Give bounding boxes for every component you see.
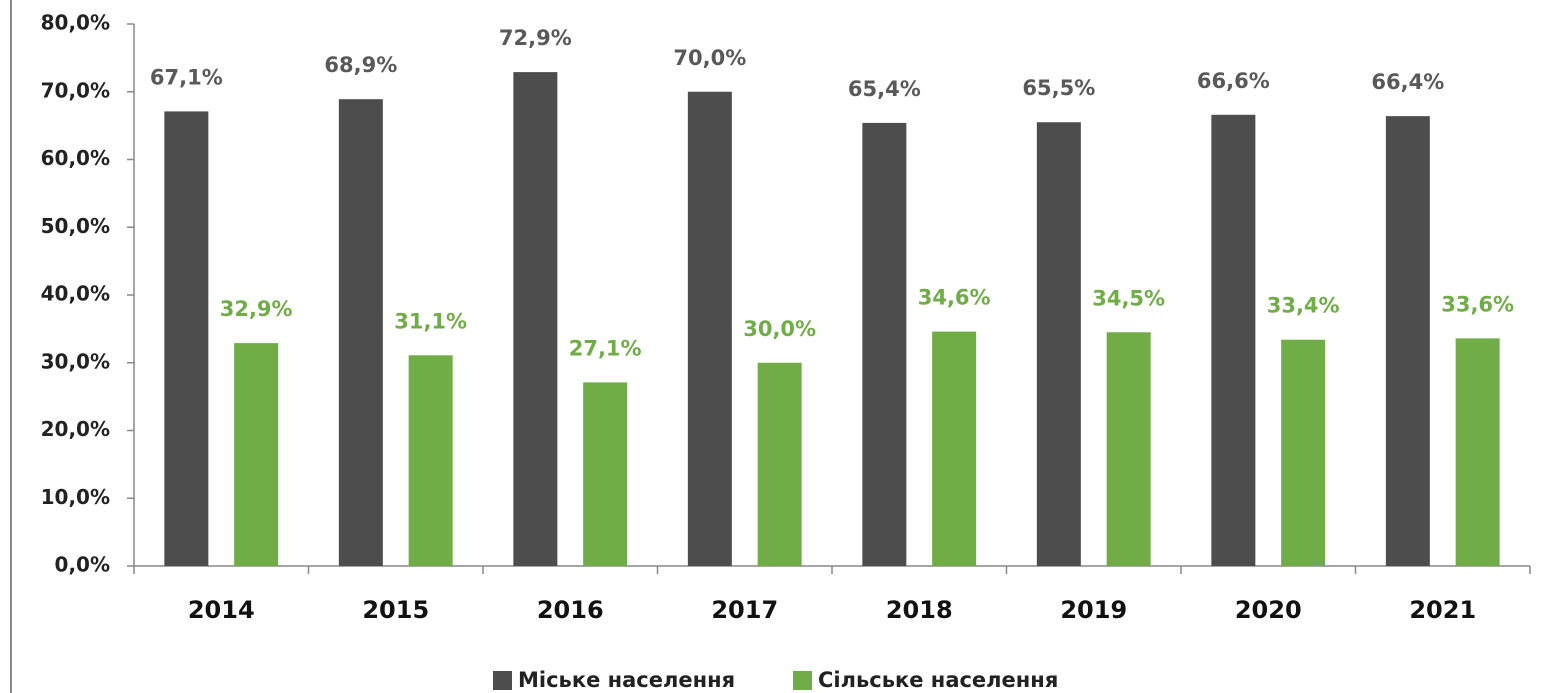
y-tick-label: 70,0% (41, 78, 110, 102)
x-tick-label: 2015 (362, 596, 429, 624)
value-label: 32,9% (220, 297, 293, 321)
value-label: 70,0% (673, 46, 746, 70)
x-tick-label: 2016 (537, 596, 604, 624)
bar (1211, 114, 1256, 566)
value-label: 34,5% (1092, 286, 1165, 310)
bar (1385, 116, 1430, 566)
bar (513, 72, 558, 566)
value-label: 27,1% (569, 336, 642, 360)
x-tick-label: 2020 (1235, 596, 1302, 624)
bar (932, 331, 977, 566)
value-label: 66,4% (1371, 70, 1444, 94)
y-tick-label: 60,0% (41, 146, 110, 170)
y-tick-label: 50,0% (41, 214, 110, 238)
bar (164, 111, 209, 567)
bar (408, 355, 453, 566)
legend-swatch (793, 671, 812, 690)
y-tick-label: 20,0% (41, 417, 110, 441)
bar (1036, 122, 1081, 567)
x-tick-label: 2019 (1060, 596, 1127, 624)
bar (1455, 338, 1500, 566)
value-label: 72,9% (499, 26, 572, 50)
bar (862, 122, 907, 566)
bar (687, 91, 732, 566)
bar (1106, 332, 1151, 566)
value-label: 65,4% (848, 77, 921, 101)
y-tick-label: 10,0% (41, 485, 110, 509)
value-label: 66,6% (1197, 69, 1270, 93)
x-tick-label: 2017 (711, 596, 778, 624)
y-tick-label: 30,0% (41, 349, 110, 373)
value-label: 67,1% (150, 65, 223, 89)
x-tick-label: 2018 (886, 596, 953, 624)
x-tick-label: 2014 (188, 596, 255, 624)
legend-label: Міське населення (518, 668, 735, 692)
legend-label: Сільське населення (818, 668, 1058, 692)
bar (234, 343, 279, 566)
y-tick-label: 0,0% (55, 553, 110, 577)
value-label: 31,1% (394, 309, 467, 333)
y-tick-label: 40,0% (41, 282, 110, 306)
value-label: 30,0% (743, 317, 816, 341)
value-label: 34,6% (918, 286, 991, 310)
bar (338, 99, 383, 566)
legend-swatch (493, 671, 512, 690)
value-label: 68,9% (324, 53, 397, 77)
bar (1281, 339, 1326, 566)
value-label: 33,6% (1441, 292, 1514, 316)
value-label: 33,4% (1267, 294, 1340, 318)
x-tick-label: 2021 (1409, 596, 1476, 624)
y-tick-label: 80,0% (41, 11, 110, 35)
bar (583, 382, 628, 566)
value-label: 65,5% (1022, 76, 1095, 100)
bar (757, 362, 802, 566)
